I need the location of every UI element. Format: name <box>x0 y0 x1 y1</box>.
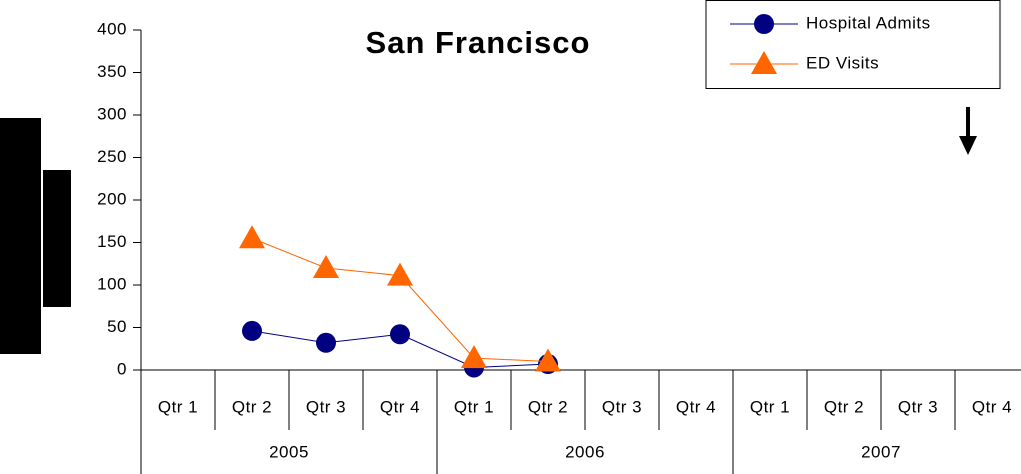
point <box>239 225 265 249</box>
y-tick-label: 400 <box>97 19 127 38</box>
y-tick-label: 150 <box>97 232 127 251</box>
x-tick-label: Qtr 1 <box>750 397 790 416</box>
x-tick-label: Qtr 4 <box>380 397 420 416</box>
x-tick-label: Qtr 1 <box>158 397 198 416</box>
y-tick-label: 200 <box>97 189 127 208</box>
x-tick-label: Qtr 4 <box>676 397 716 416</box>
chart-title: San Francisco <box>366 25 591 60</box>
x-tick-label: Qtr 2 <box>528 397 568 416</box>
group-label: 2005 <box>269 442 309 461</box>
legend-label: Hospital Admits <box>806 13 931 32</box>
x-tick-label: Qtr 3 <box>898 397 938 416</box>
group-label: 2006 <box>565 442 605 461</box>
y-tick-label: 0 <box>117 359 127 378</box>
point <box>535 348 561 372</box>
x-tick-label: Qtr 2 <box>824 397 864 416</box>
point <box>754 14 774 34</box>
y-tick-label: 100 <box>97 274 127 293</box>
decoration-bar <box>43 170 71 307</box>
point <box>390 324 410 345</box>
x-tick-label: Qtr 2 <box>232 397 272 416</box>
y-tick-label: 50 <box>107 317 127 336</box>
legend-label: ED Visits <box>806 53 879 72</box>
x-tick-label: Qtr 4 <box>972 397 1012 416</box>
y-tick-label: 350 <box>97 62 127 81</box>
y-tick-label: 250 <box>97 147 127 166</box>
x-tick-label: Qtr 3 <box>306 397 346 416</box>
point <box>242 320 262 341</box>
point <box>461 345 487 369</box>
point <box>387 262 413 286</box>
decoration-bar <box>0 118 41 354</box>
point <box>313 255 339 278</box>
x-tick-label: Qtr 3 <box>602 397 642 416</box>
point <box>751 51 777 74</box>
x-tick-label: Qtr 1 <box>454 397 494 416</box>
group-label: 2007 <box>861 442 901 461</box>
arrow <box>959 107 977 155</box>
point <box>316 332 336 353</box>
y-tick-label: 300 <box>97 104 127 123</box>
